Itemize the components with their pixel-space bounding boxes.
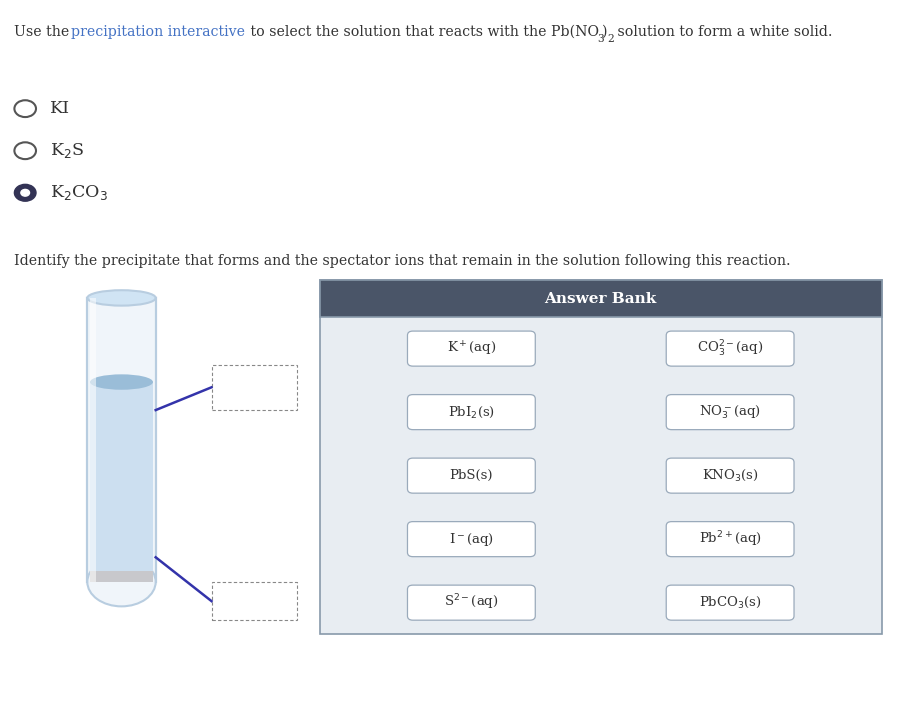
Text: K$_2$S: K$_2$S xyxy=(50,141,85,161)
Text: precipitation interactive: precipitation interactive xyxy=(70,25,245,39)
Circle shape xyxy=(14,184,36,201)
FancyBboxPatch shape xyxy=(408,522,536,557)
FancyBboxPatch shape xyxy=(90,562,153,582)
Text: CO$_3^{2-}$(aq): CO$_3^{2-}$(aq) xyxy=(697,339,763,359)
FancyBboxPatch shape xyxy=(408,331,536,366)
FancyBboxPatch shape xyxy=(666,522,794,557)
Text: PbI$_2$(s): PbI$_2$(s) xyxy=(448,404,495,420)
Text: 3: 3 xyxy=(597,34,604,44)
Ellipse shape xyxy=(87,557,156,606)
Text: Answer Bank: Answer Bank xyxy=(544,292,657,306)
FancyBboxPatch shape xyxy=(90,298,96,582)
FancyBboxPatch shape xyxy=(320,280,882,317)
FancyBboxPatch shape xyxy=(320,280,882,634)
FancyBboxPatch shape xyxy=(408,458,536,494)
Circle shape xyxy=(21,189,30,196)
Text: Identify the precipitate that forms and the spectator ions that remain in the so: Identify the precipitate that forms and … xyxy=(14,254,791,268)
Ellipse shape xyxy=(90,374,153,390)
Text: 2: 2 xyxy=(608,34,614,44)
FancyBboxPatch shape xyxy=(408,395,536,430)
FancyBboxPatch shape xyxy=(666,331,794,366)
FancyBboxPatch shape xyxy=(666,458,794,494)
Ellipse shape xyxy=(87,290,156,306)
Text: Pb$^{2+}$(aq): Pb$^{2+}$(aq) xyxy=(698,529,761,549)
Text: K$^+$(aq): K$^+$(aq) xyxy=(446,339,496,358)
Text: NO$_3^-$(aq): NO$_3^-$(aq) xyxy=(699,403,761,421)
FancyBboxPatch shape xyxy=(666,395,794,430)
Text: KNO$_3$(s): KNO$_3$(s) xyxy=(702,468,759,483)
Text: PbS(s): PbS(s) xyxy=(450,469,493,482)
Text: KI: KI xyxy=(50,100,70,117)
FancyBboxPatch shape xyxy=(87,298,156,582)
Text: Use the: Use the xyxy=(14,25,74,39)
Text: solution to form a white solid.: solution to form a white solid. xyxy=(613,25,833,39)
Text: PbCO$_3$(s): PbCO$_3$(s) xyxy=(698,595,761,611)
Text: ): ) xyxy=(602,25,608,39)
Text: I$^-$(aq): I$^-$(aq) xyxy=(449,531,494,547)
Text: to select the solution that reacts with the Pb(NO: to select the solution that reacts with … xyxy=(246,25,599,39)
FancyBboxPatch shape xyxy=(666,585,794,620)
Text: K$_2$CO$_3$: K$_2$CO$_3$ xyxy=(50,183,108,203)
FancyBboxPatch shape xyxy=(408,585,536,620)
FancyBboxPatch shape xyxy=(90,382,153,571)
Text: S$^{2-}$(aq): S$^{2-}$(aq) xyxy=(444,593,499,613)
